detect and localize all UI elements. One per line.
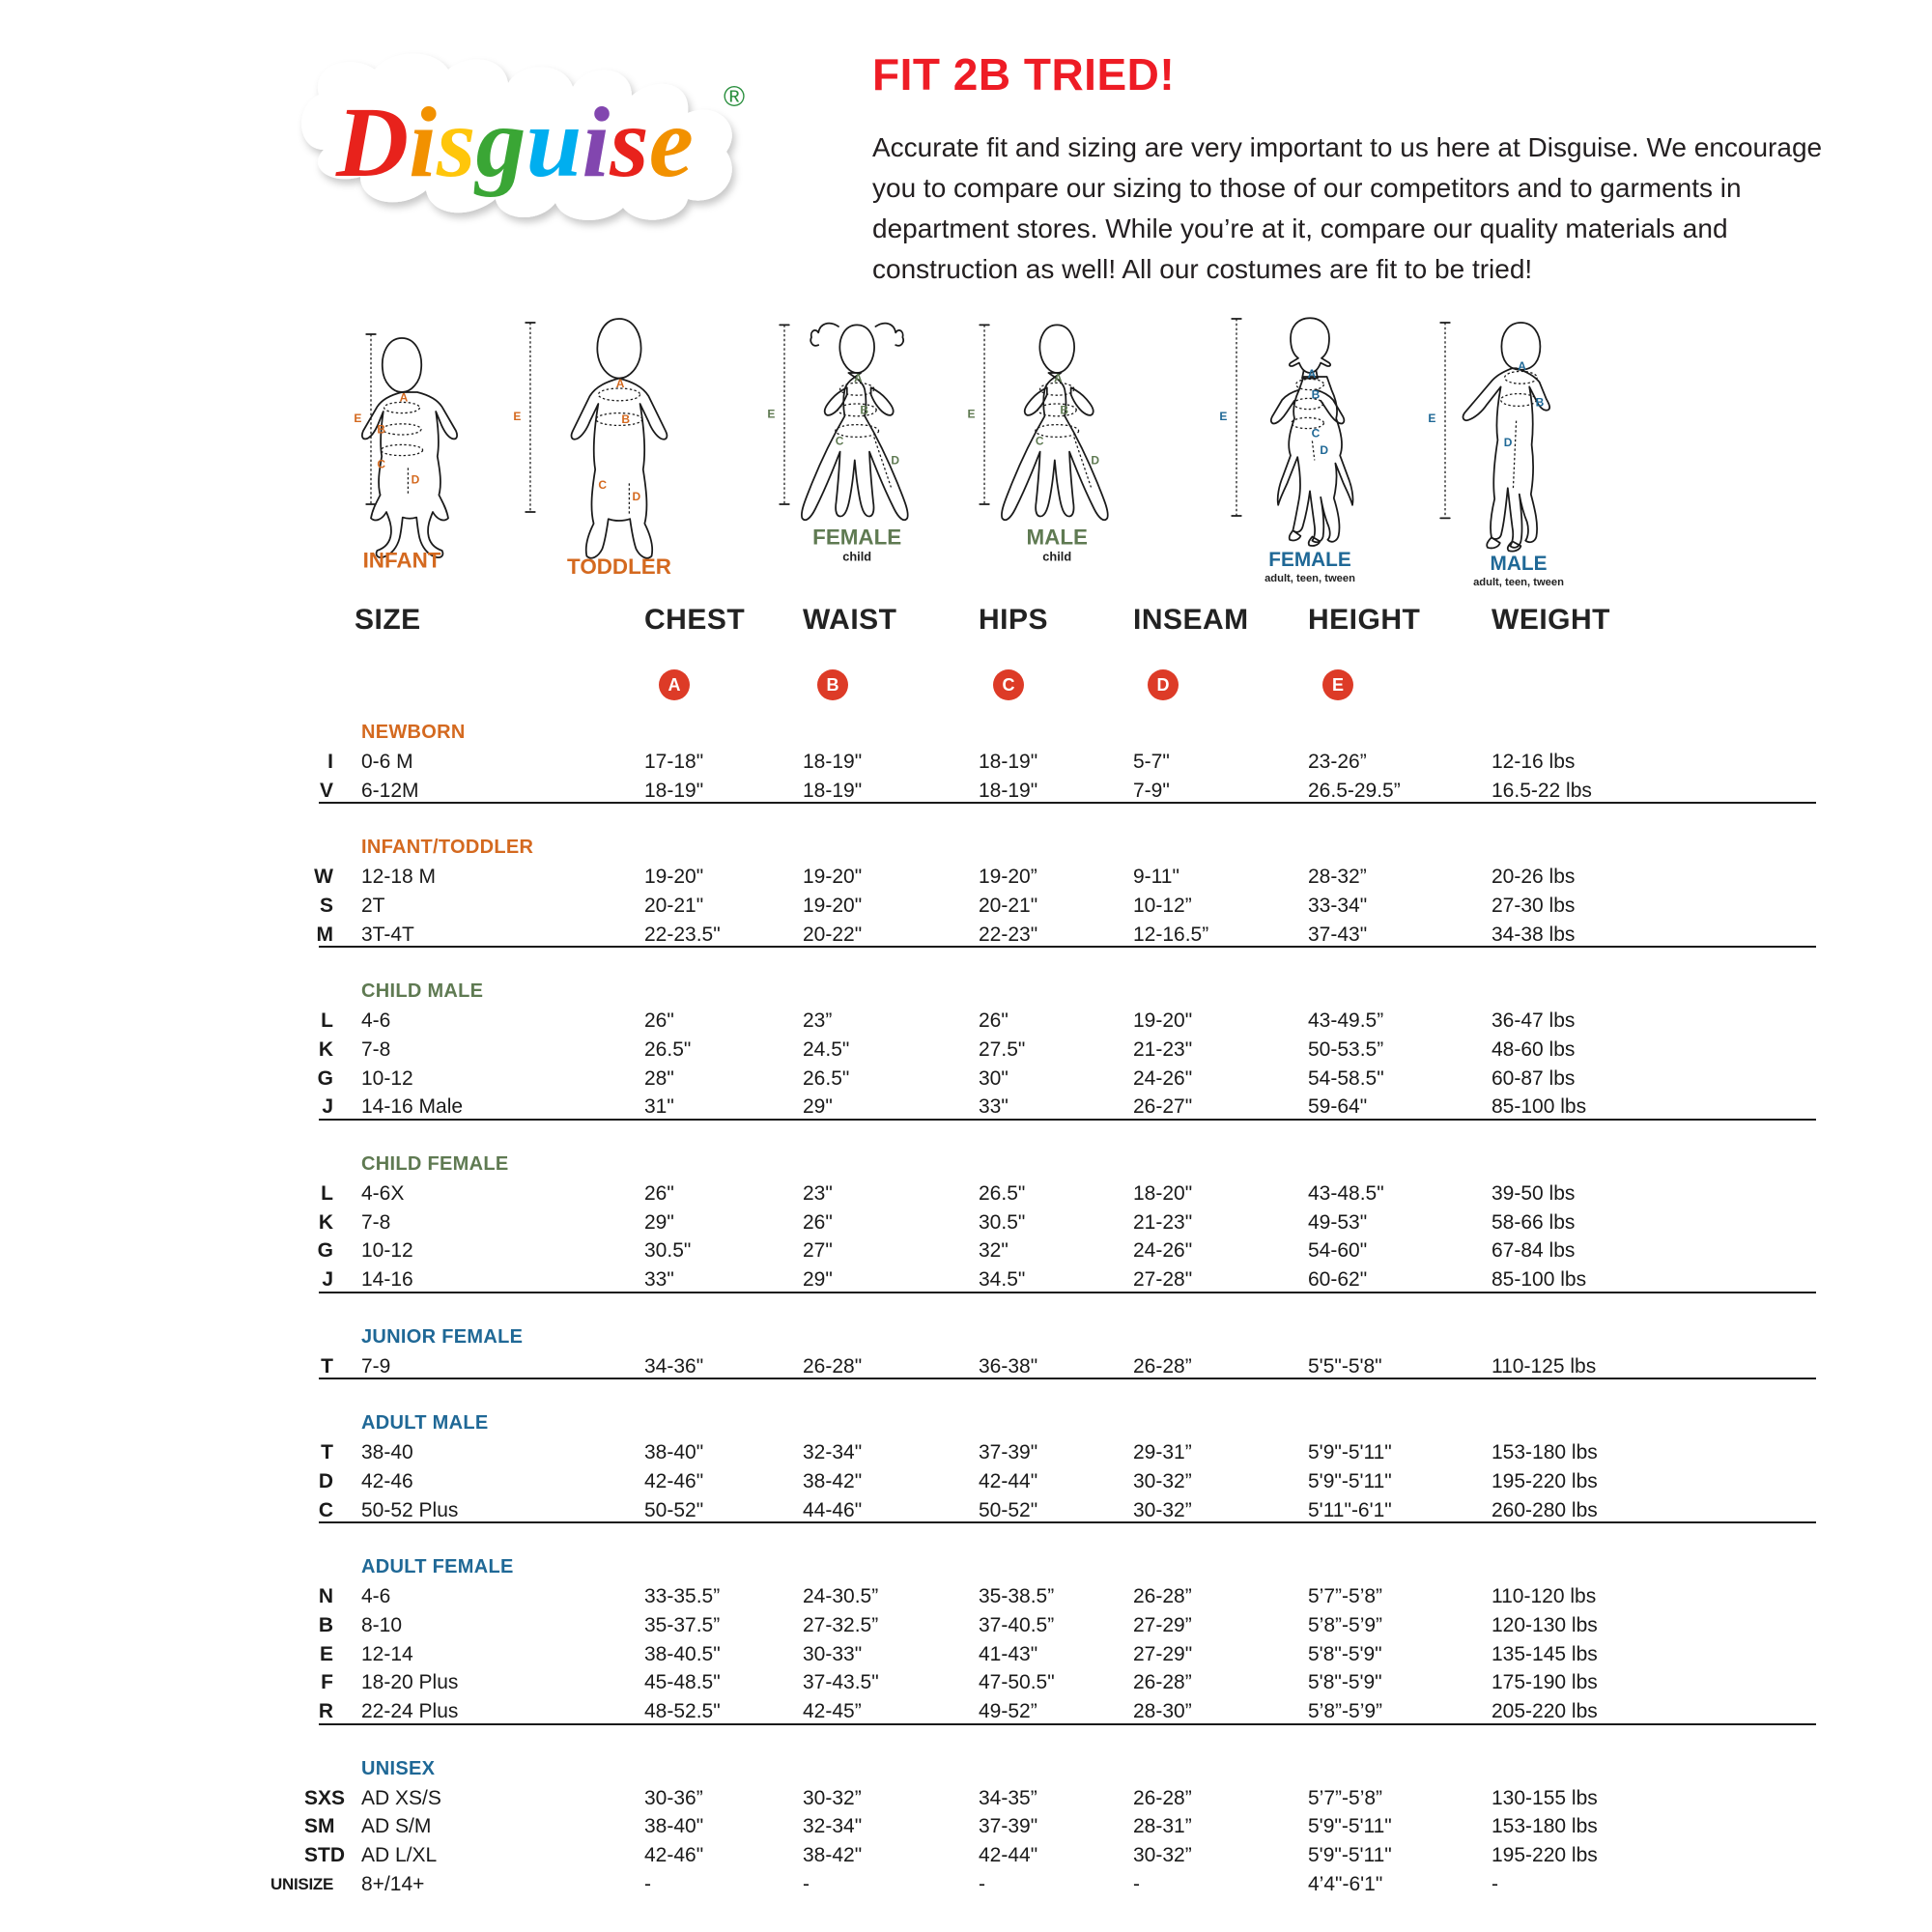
svg-text:E: E xyxy=(1219,410,1227,423)
svg-text:D: D xyxy=(1091,453,1099,467)
svg-text:FEMALE: FEMALE xyxy=(1268,549,1351,571)
svg-text:®: ® xyxy=(724,81,745,113)
svg-text:A: A xyxy=(1308,367,1317,381)
svg-text:C: C xyxy=(377,457,385,470)
svg-text:B: B xyxy=(1536,395,1545,409)
svg-text:D: D xyxy=(412,472,420,486)
svg-text:adult, teen, tween: adult, teen, tween xyxy=(1473,577,1564,588)
svg-text:B: B xyxy=(1060,403,1068,416)
svg-text:A: A xyxy=(616,377,625,390)
svg-text:C: C xyxy=(1036,434,1044,447)
svg-text:INFANT: INFANT xyxy=(363,549,441,573)
svg-text:A: A xyxy=(400,391,409,405)
svg-text:D: D xyxy=(1320,443,1328,457)
svg-text:B: B xyxy=(1312,387,1321,401)
svg-text:D: D xyxy=(633,490,641,503)
svg-text:A: A xyxy=(1054,372,1063,385)
svg-text:E: E xyxy=(513,410,521,423)
svg-text:child: child xyxy=(842,549,871,563)
svg-text:B: B xyxy=(377,422,385,436)
svg-text:A: A xyxy=(1518,359,1526,373)
svg-text:MALE: MALE xyxy=(1491,553,1548,575)
svg-text:B: B xyxy=(621,412,630,426)
svg-text:D: D xyxy=(1504,436,1513,449)
svg-text:child: child xyxy=(1042,549,1071,563)
svg-text:E: E xyxy=(767,407,775,420)
svg-text:Disguise: Disguise xyxy=(335,87,694,198)
svg-text:A: A xyxy=(854,372,863,385)
svg-text:E: E xyxy=(354,412,361,425)
svg-text:TODDLER: TODDLER xyxy=(567,554,671,579)
svg-text:C: C xyxy=(836,434,844,447)
svg-text:B: B xyxy=(860,403,868,416)
svg-text:E: E xyxy=(1428,412,1435,425)
svg-text:D: D xyxy=(891,453,899,467)
svg-text:MALE: MALE xyxy=(1027,526,1088,550)
svg-text:adult, teen, tween: adult, teen, tween xyxy=(1264,573,1355,584)
svg-text:E: E xyxy=(967,407,975,420)
svg-text:C: C xyxy=(1312,426,1321,440)
svg-text:FEMALE: FEMALE xyxy=(812,526,901,550)
svg-text:C: C xyxy=(598,478,607,492)
